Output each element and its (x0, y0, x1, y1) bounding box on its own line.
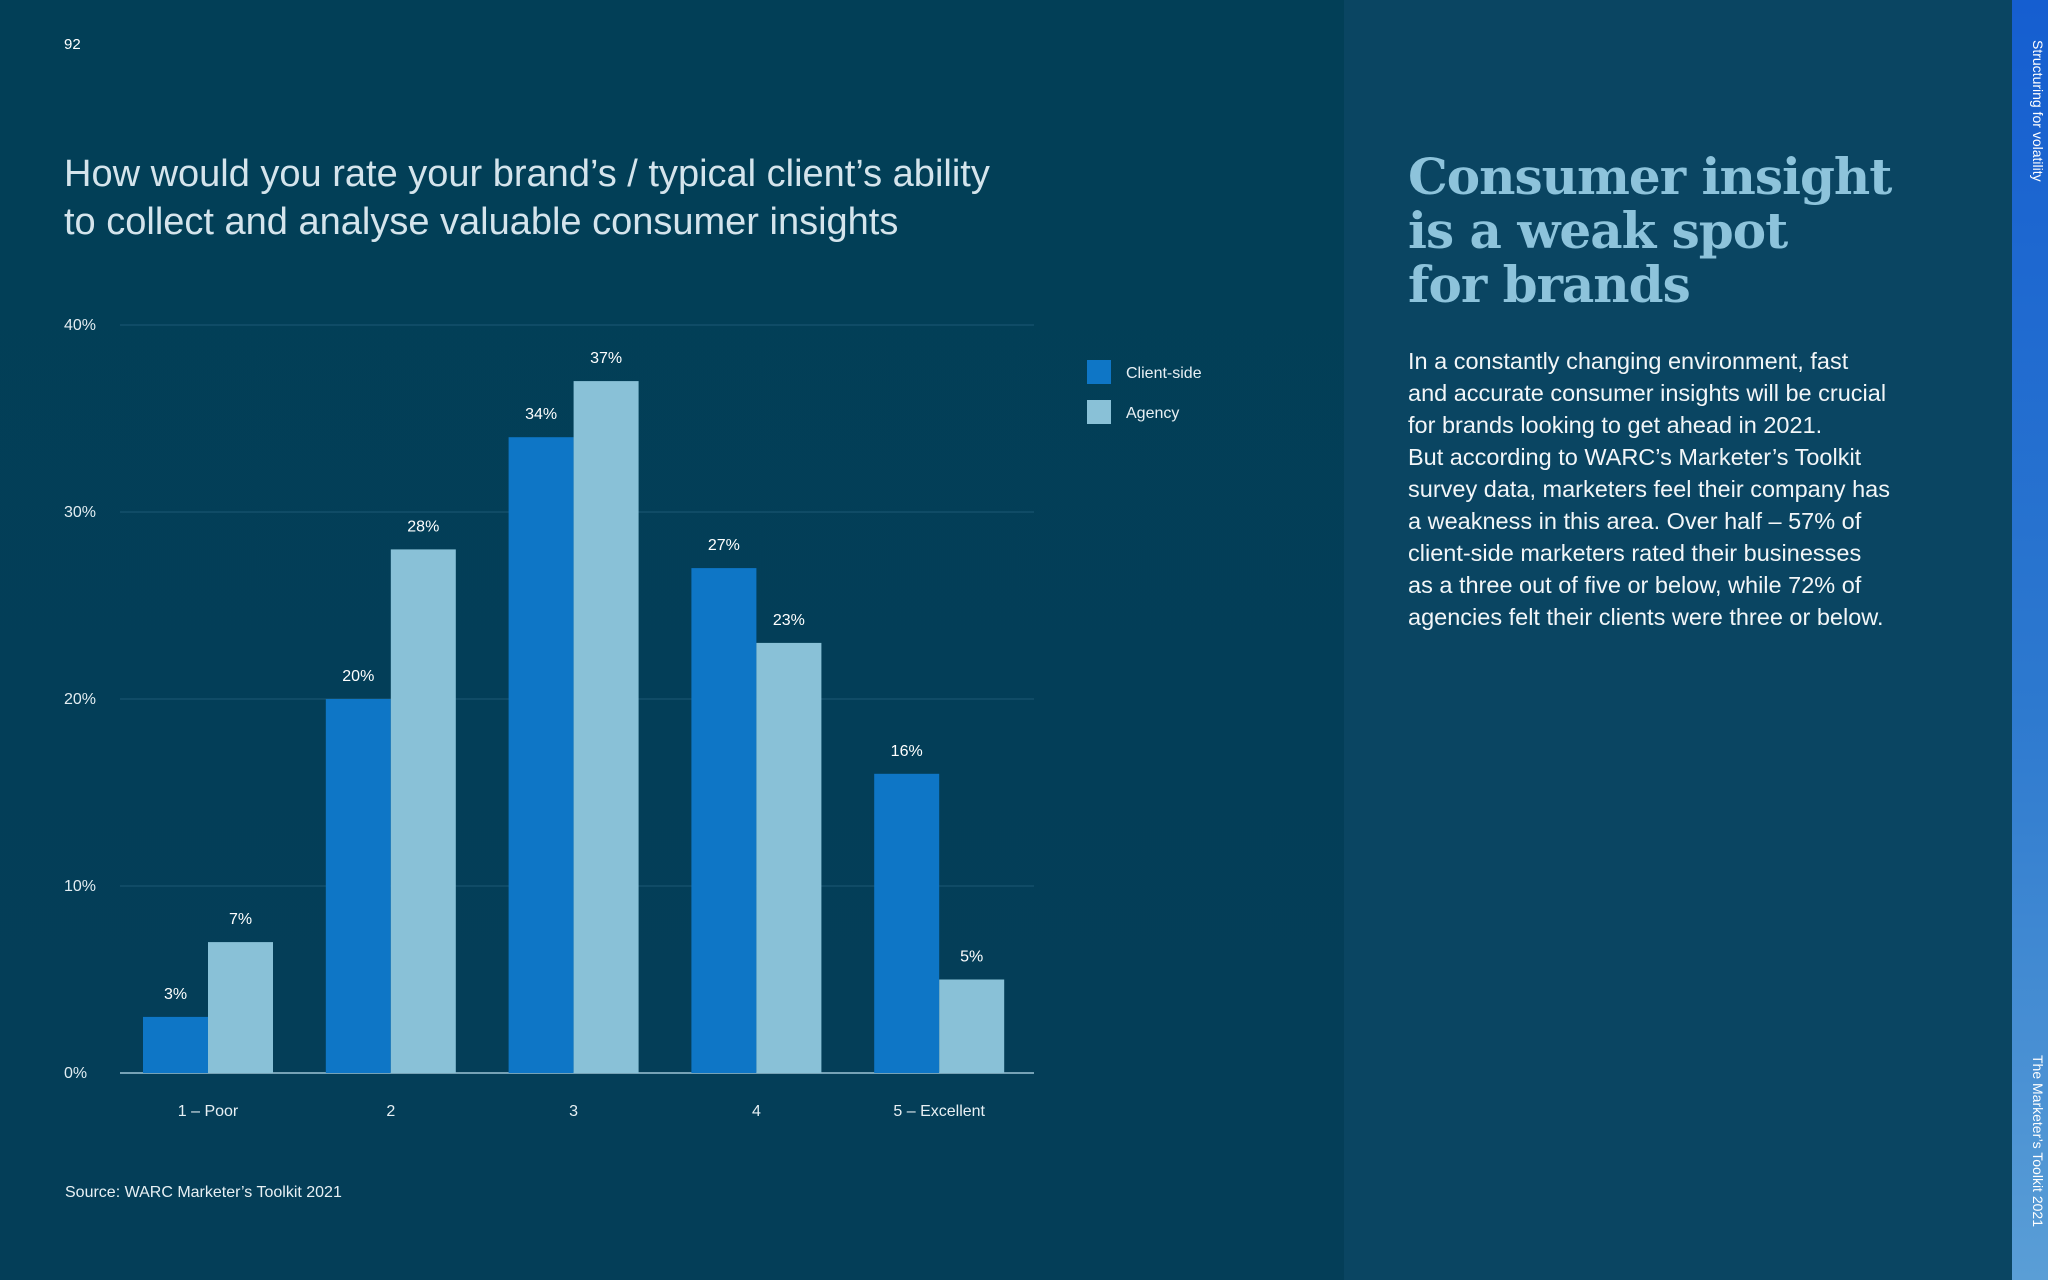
section-label: Structuring for volatility (2030, 40, 2046, 182)
bar-client-side (325, 699, 391, 1073)
page-number: 92 (64, 36, 81, 53)
body-line: for brands looking to get ahead in 2021. (1408, 412, 1823, 438)
data-label: 34% (525, 406, 557, 423)
body-line: a weakness in this area. Over half – 57%… (1408, 508, 1862, 534)
headline-line: for brands (1408, 255, 1691, 314)
x-tick-label: 3 (569, 1103, 578, 1120)
y-tick-label: 20% (64, 691, 96, 708)
body-line: But according to WARC’s Marketer’s Toolk… (1408, 444, 1862, 470)
bar-client-side (508, 437, 574, 1073)
legend-label: Agency (1126, 405, 1179, 422)
publication-label: The Marketer’s Toolkit 2021 (2030, 1055, 2046, 1227)
x-tick-label: 5 – Excellent (893, 1103, 985, 1120)
data-label: 27% (708, 537, 740, 554)
data-label: 3% (164, 986, 187, 1003)
chart-title-line: to collect and analyse valuable consumer… (64, 201, 899, 243)
chart-title: How would you rate your brand’s / typica… (64, 150, 1044, 246)
body-line: survey data, marketers feel their compan… (1408, 476, 1890, 502)
bar-agency (573, 381, 639, 1074)
data-label: 7% (229, 911, 252, 928)
bar-agency (390, 549, 456, 1073)
y-tick-label: 40% (64, 317, 96, 334)
body-line: and accurate consumer insights will be c… (1408, 380, 1887, 406)
data-label: 37% (590, 350, 622, 367)
legend-swatch (1087, 360, 1111, 384)
legend-swatch (1087, 400, 1111, 424)
chart-title-line: How would you rate your brand’s / typica… (64, 153, 990, 195)
insight-headline: Consumer insight is a weak spot for bran… (1408, 150, 1968, 312)
headline-line: Consumer insight (1408, 147, 1892, 206)
data-label: 28% (407, 518, 439, 535)
chart-source: Source: WARC Marketer’s Toolkit 2021 (65, 1184, 342, 1201)
data-label: 16% (891, 743, 923, 760)
x-tick-label: 1 – Poor (178, 1103, 239, 1120)
body-line: as a three out of five or below, while 7… (1408, 572, 1862, 598)
bar-chart: 0% 10% 20% 30% 40% 3% 7% 1 – Poor 20% 28% 2 34% 37% 3… (64, 317, 1202, 1120)
x-tick-label: 4 (752, 1103, 761, 1120)
x-tick-label: 2 (386, 1103, 395, 1120)
bar-agency (756, 642, 822, 1073)
side-strip (2012, 0, 2048, 1280)
y-tick-label: 10% (64, 878, 96, 895)
y-tick-label: 30% (64, 504, 96, 521)
data-label: 20% (342, 668, 374, 685)
insight-body: In a constantly changing environment, fa… (1408, 345, 1948, 633)
bar-client-side (874, 773, 940, 1073)
body-line: In a constantly changing environment, fa… (1408, 348, 1849, 374)
bar-agency (939, 979, 1005, 1073)
data-label: 5% (960, 949, 983, 966)
bar-client-side (691, 568, 757, 1073)
headline-line: is a weak spot (1408, 201, 1788, 260)
legend-label: Client-side (1126, 365, 1202, 382)
data-label: 23% (773, 612, 805, 629)
y-tick-label: 0% (64, 1065, 87, 1082)
bar-agency (208, 942, 273, 1073)
insight-panel (1344, 0, 2012, 1280)
body-line: agencies felt their clients were three o… (1408, 604, 1884, 630)
body-line: client-side marketers rated their busine… (1408, 540, 1862, 566)
bar-client-side (143, 1016, 208, 1073)
